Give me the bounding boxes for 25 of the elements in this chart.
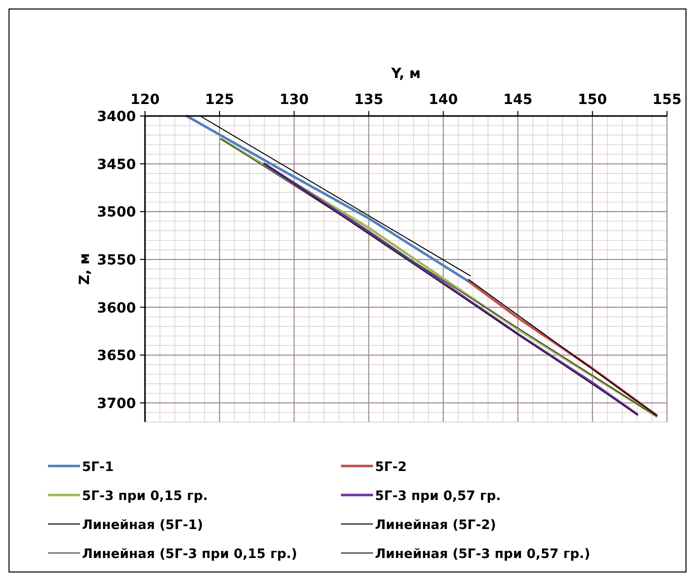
legend-label: 5Г-2	[375, 460, 407, 475]
y-axis-title: Z, м	[77, 253, 93, 285]
x-tick-label: 150	[578, 92, 608, 108]
legend-label: Линейная (5Г-3 при 0,15 гр.)	[82, 547, 298, 562]
y-tick-label: 3600	[97, 300, 136, 316]
x-tick-label: 155	[652, 92, 682, 108]
legend-label: 5Г-1	[82, 460, 114, 475]
y-tick-label: 3400	[97, 109, 136, 125]
y-tick-label: 3650	[97, 348, 136, 364]
legend-label: Линейная (5Г-2)	[375, 518, 496, 533]
x-tick-label: 125	[204, 92, 234, 108]
x-tick-label: 130	[280, 92, 310, 108]
y-tick-label: 3500	[97, 204, 136, 221]
x-tick-label: 135	[354, 92, 384, 108]
legend-label: Линейная (5Г-1)	[82, 518, 204, 533]
legend-label: 5Г-3 при 0,15 гр.	[82, 489, 208, 504]
y-tick-label: 3550	[97, 252, 136, 268]
y-tick-label: 3450	[97, 156, 136, 173]
x-tick-label: 140	[428, 92, 458, 108]
x-axis-title: Y, м	[390, 66, 421, 82]
y-tick-label: 3700	[97, 396, 136, 412]
x-tick-label: 120	[130, 92, 160, 108]
legend-label: Линейная (5Г-3 при 0,57 гр.)	[375, 547, 590, 562]
x-tick-label: 145	[503, 92, 532, 108]
legend-label: 5Г-3 при 0,57 гр.	[375, 489, 501, 504]
